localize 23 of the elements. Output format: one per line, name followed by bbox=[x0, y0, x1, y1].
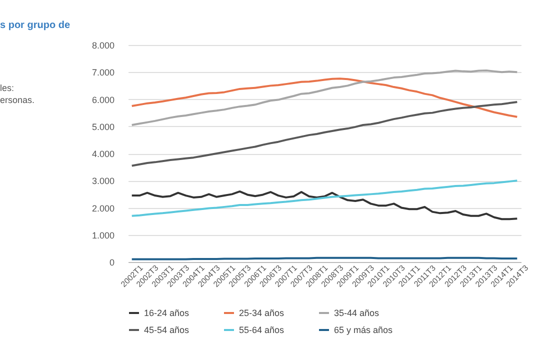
legend-label: 45-54 años bbox=[144, 325, 190, 335]
y-tick-label: 0 bbox=[109, 258, 114, 268]
text: s por grupo de bbox=[0, 20, 70, 31]
legend-label: 16-24 años bbox=[144, 308, 190, 318]
y-tick-label: 1.000 bbox=[92, 230, 114, 240]
y-tick-label: 7.000 bbox=[92, 68, 114, 78]
y-tick-label: 4.000 bbox=[92, 149, 114, 159]
line-series bbox=[130, 190, 518, 220]
legend-label: 35-44 años bbox=[334, 308, 380, 318]
legend-label: 65 y más años bbox=[334, 325, 394, 335]
y-tick-label: 6.000 bbox=[92, 94, 114, 105]
legend-label: 55-64 años bbox=[239, 325, 285, 335]
y-tick-label: 5.000 bbox=[92, 122, 114, 132]
line-series bbox=[130, 100, 518, 167]
legend-label: 25-34 años bbox=[239, 308, 285, 318]
y-tick-label: 2.000 bbox=[92, 203, 114, 214]
y-tick-label: 3.000 bbox=[92, 176, 114, 186]
text: les: bbox=[0, 83, 14, 93]
line-series bbox=[130, 78, 518, 118]
y-tick-label: 8.000 bbox=[92, 40, 114, 50]
line-series bbox=[130, 180, 518, 217]
text: ersonas. bbox=[0, 95, 35, 105]
line-series bbox=[130, 70, 518, 126]
